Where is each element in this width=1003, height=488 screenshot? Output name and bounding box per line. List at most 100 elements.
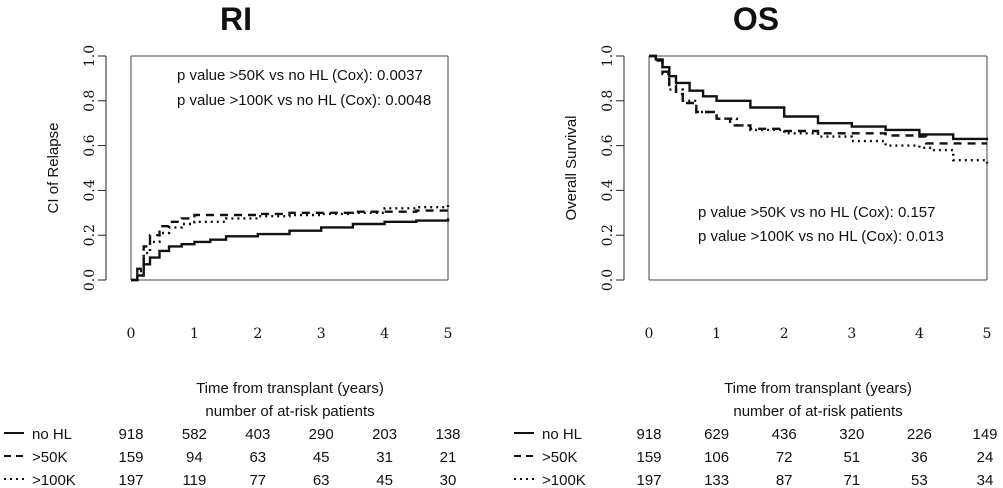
ri-y-tick-label: 1.0 xyxy=(82,45,98,67)
os-y-tick-label: 0.0 xyxy=(600,269,616,291)
risk-cell: 87 xyxy=(776,472,793,488)
risk-row-label: >50K xyxy=(32,449,67,466)
ri-annotation-50k: p value >50K vs no HL (Cox): 0.0037 xyxy=(177,67,423,84)
os-title: OS xyxy=(733,1,779,37)
os-series-line-100k xyxy=(649,54,989,164)
ri-y-tick-label: 0.2 xyxy=(82,224,98,246)
risk-cell: 138 xyxy=(435,426,460,443)
os-x-tick-label: 3 xyxy=(847,326,856,342)
os-x-tick-label: 0 xyxy=(645,326,654,342)
os-risk-table: no HL 918 629 436 320 226 149 >50K 159 1… xyxy=(514,426,998,488)
risk-cell: 63 xyxy=(313,472,330,488)
risk-cell: 24 xyxy=(977,449,994,466)
risk-cell: 21 xyxy=(440,449,457,466)
ri-y-axis: 0.0 0.2 0.4 0.6 0.8 1.0 xyxy=(82,45,107,291)
risk-row-label: no HL xyxy=(32,426,72,443)
risk-cell: 63 xyxy=(249,449,266,466)
risk-cell: 918 xyxy=(118,426,143,443)
os-annotation-100k: p value >100K vs no HL (Cox): 0.013 xyxy=(698,228,944,245)
ri-series-line-100k xyxy=(131,203,450,282)
risk-cell: 197 xyxy=(118,472,143,488)
os-x-tick-label: 2 xyxy=(780,326,789,342)
os-x-tick-label: 1 xyxy=(712,326,721,342)
risk-cell: 45 xyxy=(313,449,330,466)
ri-panel: RI 0.0 0.2 0.4 0.6 0.8 1.0 CI of Relapse… xyxy=(4,1,461,488)
risk-row: no HL 918 629 436 320 226 149 xyxy=(514,426,998,443)
ri-x-tick-label: 2 xyxy=(253,326,262,342)
risk-row-label: >100K xyxy=(542,472,586,488)
risk-cell: 53 xyxy=(911,472,928,488)
risk-row: no HL 918 582 403 290 203 138 xyxy=(4,426,461,443)
risk-cell: 159 xyxy=(118,449,143,466)
os-x-tick-label: 5 xyxy=(983,326,992,342)
risk-cell: 106 xyxy=(704,449,729,466)
ri-y-tick-label: 0.4 xyxy=(82,179,98,201)
risk-row-label: >100K xyxy=(32,472,76,488)
ri-title: RI xyxy=(220,1,252,37)
risk-row: >50K 159 94 63 45 31 21 xyxy=(4,449,456,466)
ri-x-tick-label: 4 xyxy=(380,326,389,342)
ri-annotation-100k: p value >100K vs no HL (Cox): 0.0048 xyxy=(177,92,431,109)
risk-cell: 436 xyxy=(772,426,797,443)
os-x-tick-label: 4 xyxy=(915,326,924,342)
risk-cell: 290 xyxy=(309,426,334,443)
risk-cell: 77 xyxy=(249,472,266,488)
ri-x-tick-label: 3 xyxy=(317,326,326,342)
os-x-axis-label: Time from transplant (years) xyxy=(724,380,912,397)
ri-series-line-no-hl xyxy=(131,218,450,282)
risk-cell: 45 xyxy=(376,472,393,488)
os-y-tick-label: 0.2 xyxy=(600,224,616,246)
os-y-tick-label: 0.8 xyxy=(600,90,616,112)
os-y-tick-label: 1.0 xyxy=(600,45,616,67)
risk-cell: 226 xyxy=(907,426,932,443)
risk-row-label: no HL xyxy=(542,426,582,443)
ri-risk-table: no HL 918 582 403 290 203 138 >50K 159 9… xyxy=(4,426,461,488)
risk-cell: 36 xyxy=(911,449,928,466)
risk-cell: 149 xyxy=(972,426,997,443)
os-panel: OS 0.0 0.2 0.4 0.6 0.8 1.0 Overall Survi… xyxy=(514,1,998,488)
risk-cell: 403 xyxy=(245,426,270,443)
risk-row-label: >50K xyxy=(542,449,577,466)
risk-cell: 582 xyxy=(182,426,207,443)
risk-cell: 31 xyxy=(376,449,393,466)
risk-cell: 71 xyxy=(843,472,860,488)
risk-cell: 203 xyxy=(372,426,397,443)
os-x-ticks: 0 1 2 3 4 5 xyxy=(645,326,992,342)
ri-y-axis-label: CI of Relapse xyxy=(45,123,62,214)
risk-cell: 320 xyxy=(839,426,864,443)
os-y-axis-label: Overall Survival xyxy=(563,115,580,220)
ri-y-tick-label: 0.6 xyxy=(82,134,98,156)
os-series-group xyxy=(649,54,989,164)
risk-row: >50K 159 106 72 51 36 24 xyxy=(514,449,993,466)
os-risk-heading: number of at-risk patients xyxy=(733,403,902,420)
risk-cell: 94 xyxy=(186,449,203,466)
os-series-line-no-hl xyxy=(649,54,989,141)
ri-x-tick-label: 5 xyxy=(444,326,453,342)
risk-cell: 119 xyxy=(182,472,206,488)
risk-cell: 34 xyxy=(977,472,994,488)
ri-x-tick-label: 0 xyxy=(127,326,136,342)
ri-x-ticks: 0 1 2 3 4 5 xyxy=(127,326,453,342)
ri-x-tick-label: 1 xyxy=(190,326,199,342)
ri-y-tick-label: 0.8 xyxy=(82,90,98,112)
risk-cell: 197 xyxy=(636,472,661,488)
risk-cell: 30 xyxy=(440,472,457,488)
risk-row: >100K 197 119 77 63 45 30 xyxy=(4,472,456,488)
risk-cell: 159 xyxy=(636,449,661,466)
ri-y-tick-label: 0.0 xyxy=(82,269,98,291)
ri-series-group xyxy=(131,203,450,282)
risk-cell: 918 xyxy=(636,426,661,443)
ri-series-line-50k xyxy=(131,207,450,282)
risk-cell: 51 xyxy=(843,449,860,466)
os-y-axis: 0.0 0.2 0.4 0.6 0.8 1.0 xyxy=(600,45,625,291)
ri-x-axis-label: Time from transplant (years) xyxy=(196,380,384,397)
ri-risk-heading: number of at-risk patients xyxy=(205,403,374,420)
risk-cell: 133 xyxy=(704,472,729,488)
risk-cell: 629 xyxy=(704,426,729,443)
risk-cell: 72 xyxy=(776,449,793,466)
os-y-tick-label: 0.4 xyxy=(600,179,616,201)
os-series-line-50k xyxy=(649,54,987,145)
os-annotation-50k: p value >50K vs no HL (Cox): 0.157 xyxy=(698,204,936,221)
os-y-tick-label: 0.6 xyxy=(600,134,616,156)
